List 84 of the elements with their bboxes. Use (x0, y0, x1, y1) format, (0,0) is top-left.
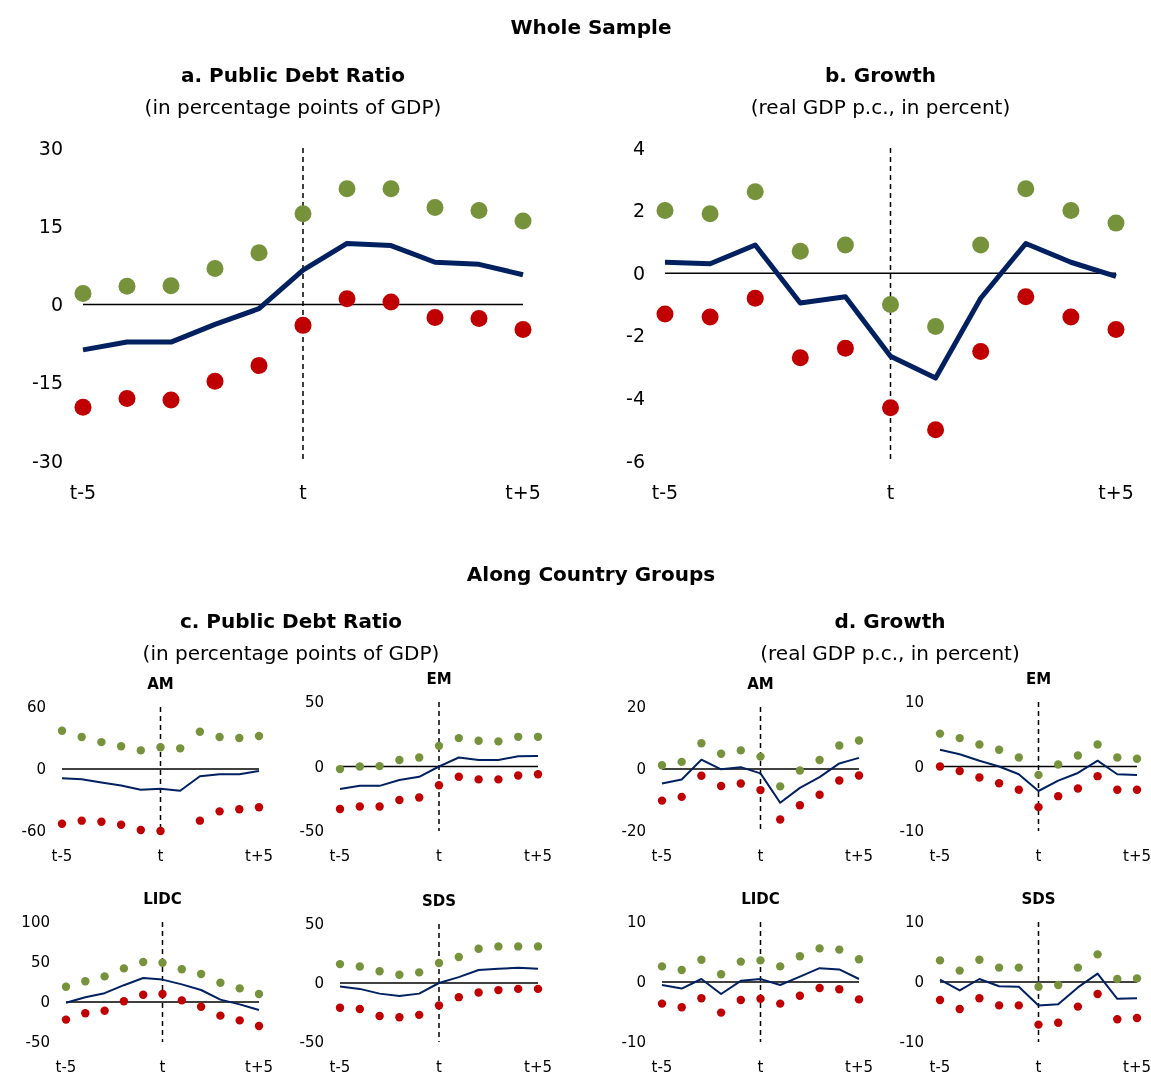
y-tick-label: 50 (30, 953, 50, 972)
chart-title: AM (747, 675, 774, 693)
y-tick-label: -50 (25, 1033, 50, 1052)
y-tick-label: 2 (632, 199, 645, 222)
x-tick-label: t (159, 1058, 166, 1074)
y-tick-label: -15 (31, 371, 63, 394)
x-tick-label: t-5 (329, 847, 351, 865)
x-tick-label: t-5 (651, 847, 673, 865)
y-tick-label: -30 (31, 449, 63, 472)
chart-title: b. Growth (824, 63, 937, 87)
y-tick-label: 0 (40, 993, 50, 1012)
y-tick-label: 10 (626, 913, 646, 932)
text: d. Growth (834, 609, 946, 633)
x-tick-label: t-5 (55, 1058, 77, 1074)
chart-title: EM (426, 670, 452, 688)
y-tick-label: 4 (632, 136, 645, 159)
x-tick-label: t-5 (51, 847, 73, 865)
y-tick-label: 10 (904, 913, 924, 932)
x-tick-label: t (436, 847, 443, 865)
text: c. Public Debt Ratio (179, 609, 403, 633)
x-tick-label: t+5 (245, 1058, 273, 1074)
x-tick-label: t+5 (845, 1058, 873, 1074)
x-tick-label: t+5 (1123, 847, 1151, 865)
x-tick-label: t (436, 1058, 443, 1074)
text: (real GDP p.c., in percent) (760, 641, 1020, 665)
x-tick-label: t+5 (1123, 1058, 1151, 1074)
text: Whole Sample (510, 15, 672, 39)
y-tick-label: 0 (314, 757, 324, 776)
y-tick-label: -10 (621, 1033, 646, 1052)
y-tick-label: 60 (26, 698, 46, 717)
x-tick-label: t (757, 847, 764, 865)
y-tick-label: -10 (899, 1033, 924, 1052)
y-tick-label: 0 (632, 261, 645, 284)
x-tick-label: t-5 (651, 1058, 673, 1074)
y-tick-label: 0 (914, 757, 924, 776)
y-tick-label: 20 (626, 698, 646, 717)
y-tick-label: 50 (304, 915, 324, 934)
y-tick-label: -2 (626, 324, 645, 347)
x-tick-label: t+5 (1098, 481, 1134, 503)
x-tick-label: t (757, 1058, 764, 1074)
y-tick-label: -50 (299, 822, 324, 841)
x-tick-label: t-5 (329, 1058, 351, 1074)
chart-subtitle: (in percentage points of GDP) (144, 95, 442, 119)
y-tick-label: 0 (914, 973, 924, 992)
y-tick-label: -10 (899, 822, 924, 841)
chart-title: LIDC (143, 890, 182, 908)
x-tick-label: t+5 (524, 847, 552, 865)
y-tick-label: -4 (626, 387, 645, 410)
y-tick-label: 15 (38, 214, 63, 237)
text: (in percentage points of GDP) (142, 641, 440, 665)
y-tick-label: 0 (36, 760, 46, 779)
x-tick-label: t (1035, 847, 1042, 865)
chart-title: a. Public Debt Ratio (181, 63, 405, 87)
y-tick-label: -60 (21, 822, 46, 841)
x-tick-label: t-5 (651, 481, 679, 503)
y-tick-label: -50 (299, 1033, 324, 1052)
x-tick-label: t (886, 481, 895, 503)
chart-title: LIDC (741, 890, 780, 908)
chart-title: SDS (1021, 890, 1056, 908)
x-tick-label: t-5 (929, 847, 951, 865)
y-tick-label: 0 (50, 293, 63, 316)
chart-title: EM (1025, 670, 1052, 688)
x-tick-label: t+5 (524, 1058, 552, 1074)
y-tick-label: 50 (304, 693, 324, 712)
x-tick-label: t+5 (505, 481, 541, 503)
x-tick-label: t (157, 847, 164, 865)
chart-title: AM (147, 675, 174, 693)
y-tick-label: 10 (904, 693, 924, 712)
x-tick-label: t+5 (245, 847, 273, 865)
y-tick-label: -6 (626, 449, 645, 472)
y-tick-label: 0 (636, 760, 646, 779)
x-tick-label: t+5 (845, 847, 873, 865)
x-tick-label: t (299, 481, 307, 503)
chart-subtitle: (real GDP p.c., in percent) (750, 95, 1011, 119)
y-tick-label: 30 (38, 136, 63, 159)
chart-title: SDS (421, 892, 457, 910)
y-tick-label: 0 (314, 974, 324, 993)
y-tick-label: 100 (21, 913, 50, 932)
y-tick-label: 0 (636, 973, 646, 992)
x-tick-label: t-5 (929, 1058, 951, 1074)
y-tick-label: -20 (621, 822, 646, 841)
x-tick-label: t (1035, 1058, 1042, 1074)
x-tick-label: t-5 (69, 481, 97, 503)
text: Along Country Groups (466, 562, 716, 586)
